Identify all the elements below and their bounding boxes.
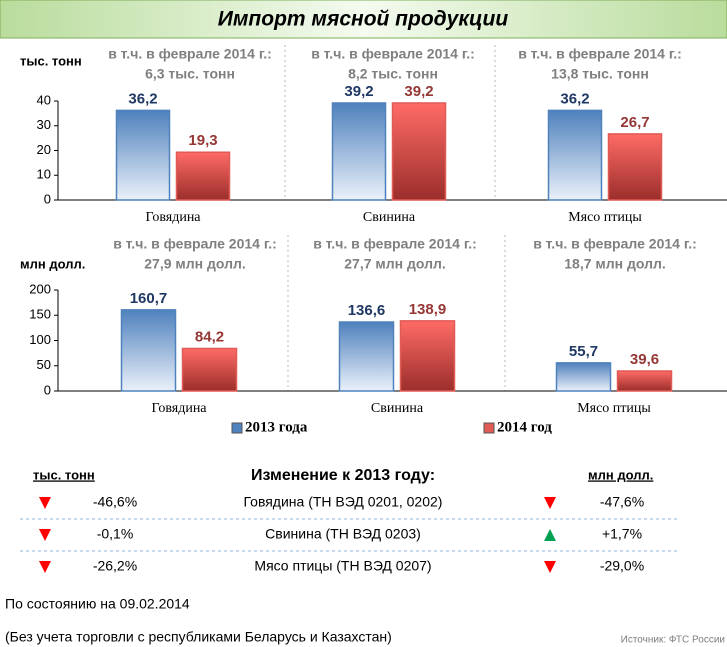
value-label: 19,3 [188,132,217,149]
x-tick-label: Мясо птицы [568,210,642,225]
value-label: 84,2 [195,328,224,345]
value-label: 55,7 [569,343,598,360]
annotation: 6,3 тыс. тонн [145,66,235,82]
value-label: 26,7 [620,114,649,131]
trend-icon [39,497,51,509]
y-axis-label: тыс. тонн [20,53,82,68]
table-header: Изменение к 2013 году: [251,467,435,484]
y-tick-label: 30 [37,117,51,132]
y-axis-label: млн долл. [20,256,85,271]
value-label: 39,6 [630,351,659,368]
title: Импорт мясной продукции [218,8,509,31]
source: Источник: ФТС России [621,635,725,646]
table-header: млн долл. [588,467,653,482]
as-of: По состоянию на 09.02.2014 [5,596,190,612]
annotation: в т.ч. в феврале 2014 г.: [108,46,272,62]
y-tick-label: 50 [37,357,51,372]
table-header: тыс. тонн [33,467,95,482]
legend-swatch [483,422,495,434]
y-tick-label: 10 [37,167,51,182]
y-tick-label: 100 [29,332,51,347]
annotation: 27,9 млн долл. [144,256,246,272]
change-left: -26,2% [93,558,137,574]
y-tick-label: 150 [29,307,51,322]
row-label: Свинина (ТН ВЭД 0203) [265,526,421,542]
change-left: -0,1% [97,526,134,542]
bar [331,102,387,201]
x-tick-label: Говядина [151,401,207,416]
bar [120,309,177,392]
trend-icon [39,561,51,573]
annotation: в т.ч. в феврале 2014 г.: [518,46,682,62]
value-label: 136,6 [348,302,386,319]
annotation: в т.ч. в феврале 2014 г.: [533,236,697,252]
bar [399,320,456,392]
legend-label: 2013 года [245,419,308,435]
bar [547,109,603,201]
bar [338,321,395,392]
x-tick-label: Свинина [371,401,424,416]
trend-icon [544,561,556,573]
x-tick-label: Говядина [145,210,201,225]
change-right: +1,7% [602,526,642,542]
value-label: 36,2 [560,90,589,107]
annotation: 18,7 млн долл. [564,256,666,272]
change-right: -29,0% [600,558,644,574]
value-label: 39,2 [404,83,433,100]
change-left: -46,6% [93,494,137,510]
trend-icon [39,529,51,541]
annotation: 13,8 тыс. тонн [551,66,649,82]
bar [175,151,231,201]
annotation: в т.ч. в феврале 2014 г.: [113,236,277,252]
bar [115,109,171,201]
value-label: 160,7 [130,290,168,307]
value-label: 39,2 [344,83,373,100]
annotation: 8,2 тыс. тонн [348,66,438,82]
x-tick-label: Свинина [363,210,416,225]
bar [616,370,673,392]
y-tick-label: 20 [37,142,51,157]
note: (Без учета торговли с республиками Белар… [5,629,392,645]
y-tick-label: 40 [37,92,51,107]
row-label: Говядина (ТН ВЭД 0201, 0202) [244,494,443,510]
value-label: 138,9 [409,301,447,318]
trend-icon [544,497,556,509]
bar [391,102,447,201]
annotation: 27,7 млн долл. [344,256,446,272]
row-label: Мясо птицы (ТН ВЭД 0207) [254,558,431,574]
y-tick-label: 200 [29,281,51,296]
legend-swatch [231,422,243,434]
annotation: в т.ч. в феврале 2014 г.: [311,46,475,62]
change-right: -47,6% [600,494,644,510]
y-tick-label: 0 [44,191,51,206]
x-tick-label: Мясо птицы [577,401,651,416]
bar [555,362,612,392]
y-tick-label: 0 [44,382,51,397]
bar [181,347,238,392]
legend-label: 2014 год [497,419,552,435]
annotation: в т.ч. в феврале 2014 г.: [313,236,477,252]
bar [607,133,663,201]
value-label: 36,2 [128,90,157,107]
trend-icon [544,529,556,541]
title-band [0,0,727,39]
